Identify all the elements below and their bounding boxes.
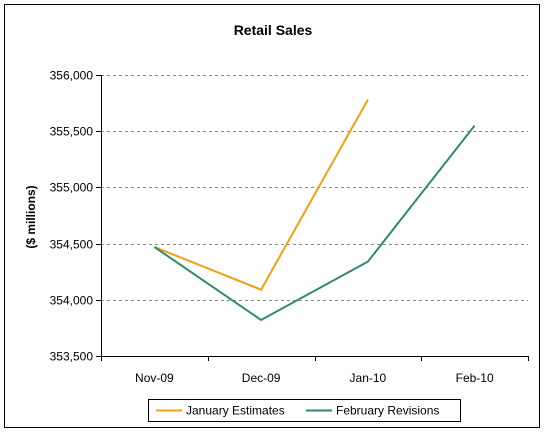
legend: January Estimates February Revisions xyxy=(148,399,461,422)
y-tick-label: 356,000 xyxy=(50,69,94,83)
x-tick-label: Jan-10 xyxy=(350,371,387,385)
chart-title: Retail Sales xyxy=(234,22,313,38)
chart-frame xyxy=(4,4,540,428)
series-lines xyxy=(153,99,476,322)
legend-box xyxy=(148,399,461,422)
y-tick-label: 355,000 xyxy=(50,181,94,195)
y-tick-label: 354,500 xyxy=(50,238,94,252)
legend-label: January Estimates xyxy=(186,404,285,418)
series-line-february-revisions xyxy=(153,124,476,322)
y-tick-label: 355,500 xyxy=(50,125,94,139)
y-axis-label: ($ millions) xyxy=(24,185,38,248)
y-tick-label: 353,500 xyxy=(50,350,94,364)
axes: 353,500 354,000 354,500 355,000 355,500 356,0… xyxy=(50,69,529,385)
gridlines xyxy=(101,75,528,301)
y-tick-label: 354,000 xyxy=(50,294,94,308)
x-tick-label: Feb-10 xyxy=(456,371,494,385)
x-tick-label: Nov-09 xyxy=(135,371,174,385)
legend-label: February Revisions xyxy=(336,404,439,418)
series-line-january-estimates xyxy=(154,99,369,291)
x-tick-label: Dec-09 xyxy=(242,371,281,385)
